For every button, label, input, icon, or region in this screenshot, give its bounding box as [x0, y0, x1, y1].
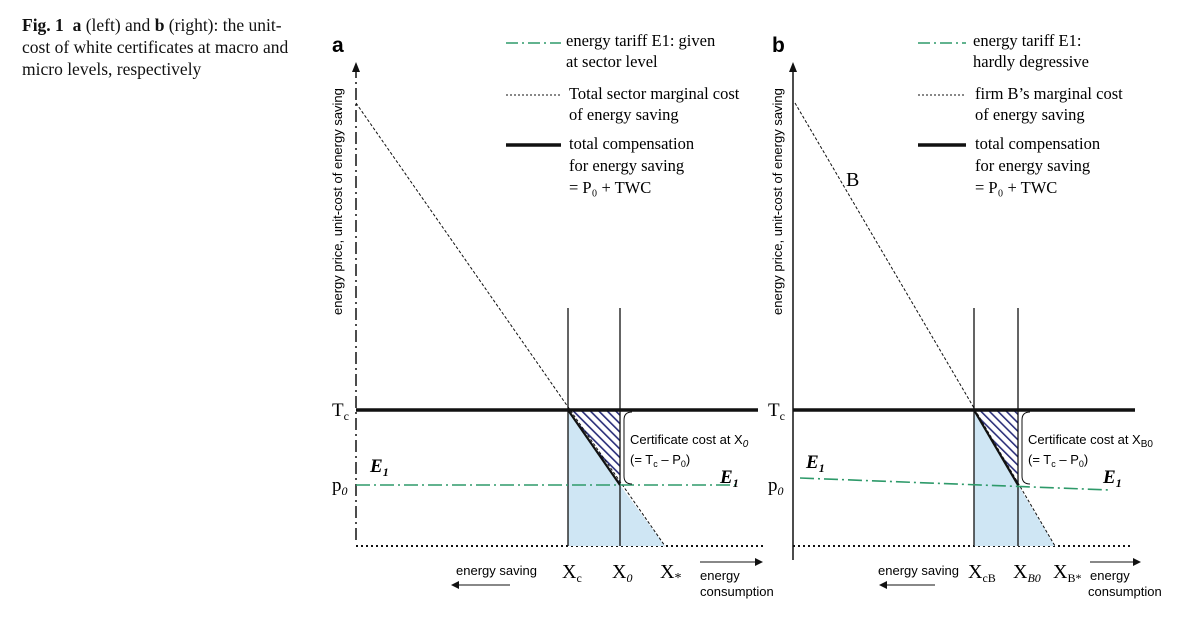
panel-a-xstar-label: X* [660, 561, 681, 586]
panel-b-xb0-label: XB0 [1013, 561, 1041, 585]
panel-a-cert-line1: Certificate cost at X0 [630, 432, 749, 450]
panel-a: a energy tariff E1: given at sector leve… [330, 31, 774, 599]
panel-a-letter: a [332, 34, 344, 57]
panel-a-blue-area [568, 410, 665, 546]
panel-a-p0-label: p0 [332, 475, 348, 498]
legend-a-tariff-2: at sector level [566, 52, 658, 71]
caption-panel-a: a [72, 15, 82, 35]
panel-a-legend: energy tariff E1: given at sector level … [506, 31, 740, 197]
panel-b-marginal-cost-curve [794, 102, 1056, 547]
panel-a-tc-label: Tc [332, 400, 349, 423]
figure-label: Fig. 1 [22, 15, 64, 35]
panel-b-tariff-line [799, 477, 1111, 491]
legend-b-cost-1: firm B’s marginal cost [975, 84, 1123, 103]
panel-b-y-arrow [789, 62, 797, 72]
figure-caption: Fig. 1 a (left) and b (right): the unit-… [22, 14, 290, 80]
legend-b-comp-3: = P₀ + TWC [975, 178, 1057, 197]
panel-b-energy-consumption-2: consumption [1088, 584, 1162, 599]
panel-b-xbstar-label: XB* [1053, 561, 1081, 585]
panel-b-e1-right: E1 [1102, 467, 1122, 490]
legend-b-cost-2: of energy saving [975, 105, 1085, 124]
panel-a-energy-consumption-2: consumption [700, 584, 774, 599]
panel-a-e1-right: E1 [719, 467, 739, 490]
panel-b-xcb-label: XcB [968, 561, 996, 585]
legend-a-comp-1: total compensation [569, 134, 694, 153]
caption-b-text: (right): the unit-cost of white certif­i… [22, 15, 289, 79]
panel-b-blue-area [974, 410, 1055, 546]
panel-b-bracket [1021, 411, 1031, 485]
legend-a-tariff-1: energy tariff E1: given [566, 31, 715, 50]
panel-b-e1-left: E1 [805, 452, 825, 475]
panel-b-energy-consumption-1: energy [1090, 568, 1130, 583]
panel-a-xc-label: Xc [562, 561, 582, 585]
panel-a-e1-left: E1 [369, 456, 389, 479]
panel-a-energy-saving: energy saving [456, 563, 537, 578]
legend-b-tariff-2: hardly degressive [973, 52, 1089, 71]
panel-b-p0-label: p0 [768, 475, 784, 498]
panel-a-bracket [623, 411, 633, 485]
panel-b-cost-segment [973, 409, 1019, 486]
panel-a-y-axis-label: energy price, unit-cost of energy saving [330, 88, 345, 315]
panel-b-legend: energy tariff E1: hardly degressive firm… [918, 31, 1123, 197]
panel-b-curve-label: B [846, 169, 859, 191]
legend-a-cost-2: of energy saving [569, 105, 679, 124]
caption-panel-b: b [154, 15, 165, 35]
panel-a-cost-segment [567, 409, 621, 486]
legend-b-tariff-1: energy tariff E1: [973, 31, 1081, 50]
legend-b-comp-1: total compensation [975, 134, 1100, 153]
panel-a-energy-consumption-1: energy [700, 568, 740, 583]
panel-b: b energy tariff E1: hardly degressive fi… [768, 31, 1162, 599]
legend-a-comp-3: = P₀ + TWC [569, 178, 651, 197]
legend-a-cost-1: Total sector marginal cost [569, 84, 740, 103]
legend-a-comp-2: for energy saving [569, 156, 684, 175]
panel-a-cert-line2: (= Tc – P0) [630, 452, 690, 469]
legend-b-comp-2: for energy saving [975, 156, 1090, 175]
panel-b-energy-saving: energy saving [878, 563, 959, 578]
panel-b-cert-line2: (= Tc – P0) [1028, 452, 1088, 469]
caption-a-text: (left) and [85, 15, 151, 35]
panel-b-letter: b [772, 34, 785, 57]
panel-b-tc-label: Tc [768, 400, 785, 423]
panel-a-y-arrow [352, 62, 360, 72]
panel-b-y-axis-label: energy price, unit-cost of energy saving [770, 88, 785, 315]
panel-b-cert-line1: Certificate cost at XB0 [1028, 432, 1153, 450]
panel-a-x0-label: X0 [612, 561, 632, 585]
panel-a-marginal-cost-curve [355, 102, 666, 547]
